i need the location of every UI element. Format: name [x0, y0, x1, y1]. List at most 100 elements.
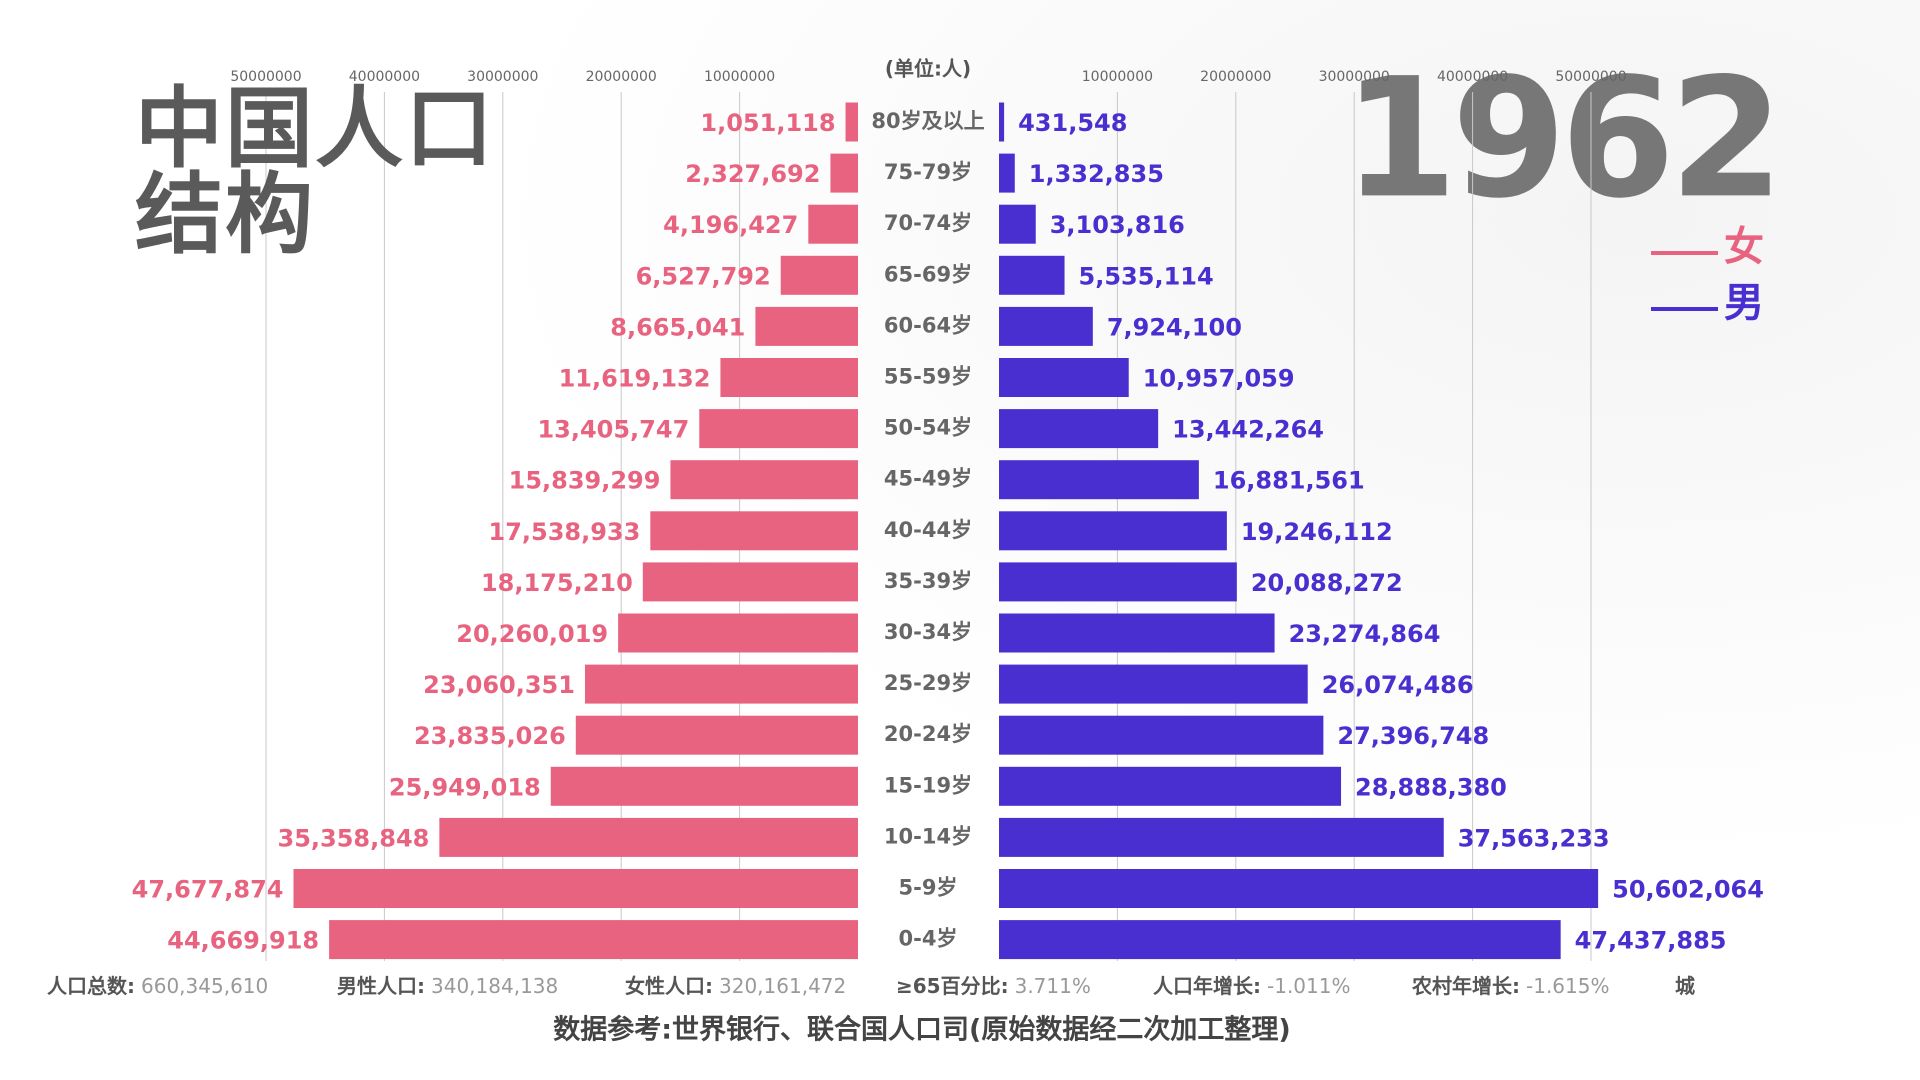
- bar: [329, 920, 859, 960]
- bar: [999, 460, 1199, 500]
- value-label: 35,358,848: [278, 824, 430, 852]
- category-label: 70-74岁: [884, 211, 972, 235]
- bar: [780, 255, 858, 295]
- value-label: 3,103,816: [1050, 211, 1185, 239]
- stat: 农村年增长: -1.615%: [1411, 974, 1609, 998]
- stat-label: ≥65百分比:: [896, 974, 1009, 998]
- category-label: 50-54岁: [884, 416, 972, 440]
- x-tick-label: 30000000: [1319, 69, 1390, 85]
- value-label: 50,602,064: [1612, 876, 1764, 904]
- bar: [999, 358, 1129, 397]
- category-label: 15-19岁: [884, 773, 972, 797]
- legend-label: 女: [1724, 224, 1764, 270]
- bar: [845, 102, 858, 142]
- stat-label: 男性人口:: [337, 974, 425, 998]
- source: 数据参考:世界银行、联合国人口司(原始数据经二次加工整理): [553, 1014, 1290, 1046]
- value-label: 16,881,561: [1213, 467, 1365, 495]
- value-label: 5,535,114: [1079, 262, 1214, 290]
- value-label: 1,332,835: [1029, 160, 1164, 188]
- value-label: 10,957,059: [1143, 365, 1295, 393]
- stat-label: 人口总数:: [47, 974, 135, 998]
- x-tick-label: 50000000: [230, 69, 301, 85]
- category-label: 25-29岁: [884, 671, 972, 695]
- category-label: 75-79岁: [884, 160, 972, 184]
- value-label: 19,246,112: [1241, 518, 1393, 546]
- value-label: 4,196,427: [663, 211, 798, 239]
- x-tick-label: 10000000: [1082, 69, 1153, 85]
- category-label: 10-14岁: [884, 824, 972, 848]
- value-label: 28,888,380: [1355, 773, 1507, 801]
- stat-value: -1.615%: [1526, 974, 1609, 998]
- x-tick-label: 30000000: [467, 69, 538, 85]
- stat-label: 城: [1675, 974, 1695, 998]
- value-label: 1,051,118: [700, 109, 835, 137]
- bar: [999, 102, 1005, 142]
- value-label: 15,839,299: [509, 467, 661, 495]
- category-label: 45-49岁: [884, 467, 972, 491]
- stat-label: 女性人口:: [625, 974, 713, 998]
- bar: [618, 613, 858, 653]
- bar: [999, 511, 1227, 551]
- bar: [439, 817, 858, 857]
- bar: [550, 766, 858, 806]
- x-tick-label: 50000000: [1555, 69, 1626, 85]
- value-label: 37,563,233: [1458, 824, 1610, 852]
- value-label: 44,669,918: [167, 927, 319, 955]
- value-label: 47,677,874: [132, 876, 284, 904]
- bar: [642, 562, 858, 602]
- bar: [999, 766, 1342, 806]
- value-label: 18,175,210: [481, 569, 633, 597]
- bar: [670, 460, 858, 500]
- x-tick-label: 40000000: [1437, 69, 1508, 85]
- value-label: 27,396,748: [1337, 722, 1489, 750]
- value-label: 23,274,864: [1289, 620, 1441, 648]
- category-label: 80岁及以上: [871, 109, 984, 133]
- x-tick-label: 20000000: [1200, 69, 1271, 85]
- x-tick-label: 10000000: [704, 69, 775, 85]
- stat-value: 320,161,472: [719, 974, 846, 998]
- bar: [999, 255, 1065, 295]
- bar: [830, 153, 858, 193]
- value-label: 13,442,264: [1172, 416, 1324, 444]
- value-label: 6,527,792: [636, 262, 771, 290]
- value-label: 47,437,885: [1575, 927, 1727, 955]
- bar: [699, 409, 858, 449]
- bar: [720, 358, 858, 397]
- category-label: 55-59岁: [884, 365, 972, 389]
- x-tick-label: 40000000: [349, 69, 420, 85]
- bar: [584, 664, 858, 704]
- bar: [575, 715, 858, 755]
- bar: [999, 562, 1237, 602]
- stat: 人口年增长: -1.011%: [1153, 974, 1350, 998]
- stat-value: 340,184,138: [431, 974, 558, 998]
- bar: [999, 613, 1275, 653]
- bar: [999, 204, 1036, 244]
- stat: 男性人口: 340,184,138: [337, 974, 558, 998]
- category-label: 65-69岁: [884, 262, 972, 286]
- category-label: 60-64岁: [884, 313, 972, 337]
- bar: [293, 869, 858, 908]
- bar: [999, 817, 1444, 857]
- category-label: 30-34岁: [884, 620, 972, 644]
- bar: [999, 920, 1561, 960]
- unit-label: (单位:人): [885, 57, 971, 81]
- stat: 人口总数: 660,345,610: [47, 974, 268, 998]
- stat-value: 3.711%: [1015, 974, 1091, 998]
- value-label: 2,327,692: [685, 160, 820, 188]
- bar: [999, 306, 1093, 346]
- stat-value: -1.011%: [1267, 974, 1350, 998]
- value-label: 25,949,018: [389, 773, 541, 801]
- bar: [999, 664, 1308, 704]
- value-label: 17,538,933: [489, 518, 641, 546]
- category-label: 40-44岁: [884, 518, 972, 542]
- bar: [755, 306, 858, 346]
- category-label: 0-4岁: [899, 927, 958, 951]
- value-label: 13,405,747: [537, 416, 689, 444]
- stat-label: 农村年增长:: [1411, 974, 1520, 998]
- category-label: 35-39岁: [884, 569, 972, 593]
- value-label: 20,088,272: [1251, 569, 1403, 597]
- value-label: 11,619,132: [559, 365, 711, 393]
- bar: [999, 869, 1599, 908]
- value-label: 23,835,026: [414, 722, 566, 750]
